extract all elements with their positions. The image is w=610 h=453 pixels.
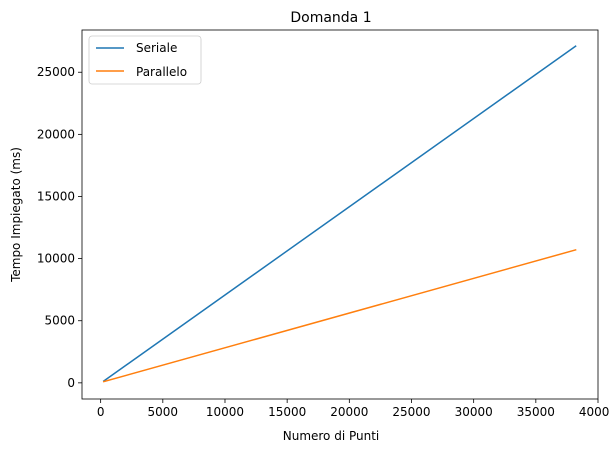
series-line-seriale — [102, 45, 577, 383]
series-lines — [102, 45, 577, 383]
legend-label-seriale: Seriale — [136, 41, 177, 55]
series-line-parallelo — [102, 248, 577, 383]
chart-title: Domanda 1 — [290, 10, 371, 26]
x-tick-label: 25000 — [392, 405, 430, 419]
y-axis: 0 5000 10000 15000 20000 25000 — [37, 65, 82, 390]
x-tick-label: 10000 — [206, 405, 244, 419]
x-axis-label: Numero di Punti — [283, 429, 380, 443]
legend: Seriale Parallelo — [88, 35, 202, 85]
x-tick-label: 20000 — [330, 405, 368, 419]
x-tick-label: 5000 — [148, 405, 179, 419]
y-tick-label: 25000 — [37, 65, 75, 79]
x-tick-label: 30000 — [455, 405, 493, 419]
x-tick-label: 15000 — [268, 405, 306, 419]
y-tick-label: 10000 — [37, 252, 75, 266]
x-tick-label: 0 — [97, 405, 105, 419]
legend-label-parallelo: Parallelo — [136, 65, 187, 79]
y-axis-label: Tempo Impiegato (ms) — [9, 147, 23, 283]
y-tick-label: 5000 — [44, 314, 75, 328]
y-tick-label: 0 — [67, 376, 75, 390]
y-tick-label: 20000 — [37, 127, 75, 141]
plot-frame — [81, 29, 599, 400]
y-tick-label: 15000 — [37, 189, 75, 203]
x-tick-label: 35000 — [517, 405, 555, 419]
